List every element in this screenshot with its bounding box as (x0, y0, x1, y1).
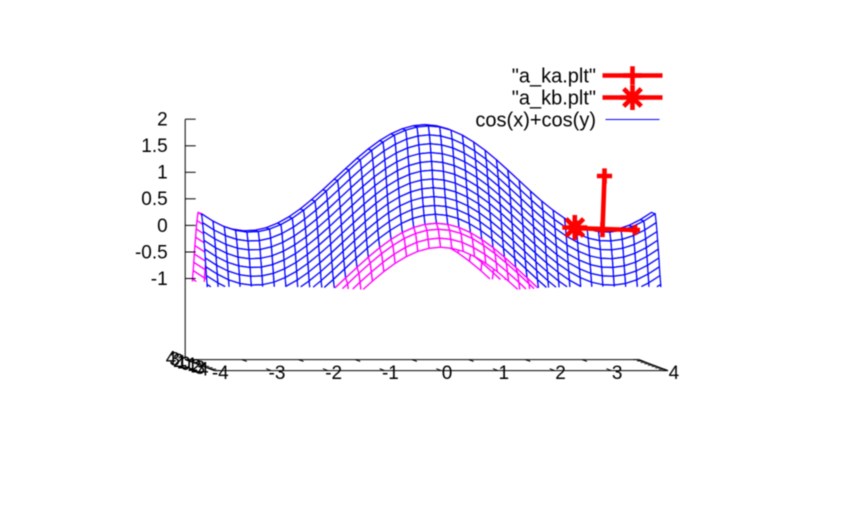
svg-text:3: 3 (612, 363, 623, 384)
svg-text:0: 0 (442, 363, 453, 384)
svg-text:1: 1 (177, 353, 188, 374)
svg-text:0: 0 (180, 354, 191, 375)
svg-text:1: 1 (157, 163, 168, 184)
svg-text:0.5: 0.5 (141, 189, 167, 210)
svg-text:2: 2 (173, 351, 184, 372)
svg-text:-4: -4 (212, 363, 229, 384)
svg-text:-3: -3 (269, 363, 286, 384)
svg-text:3: 3 (169, 350, 180, 371)
svg-text:-2: -2 (325, 363, 342, 384)
svg-text:"a_ka.plt": "a_ka.plt" (512, 66, 596, 88)
svg-text:-1: -1 (181, 355, 198, 376)
svg-text:-3: -3 (188, 358, 205, 379)
svg-text:2: 2 (157, 110, 168, 131)
svg-text:-1: -1 (151, 269, 168, 290)
svg-text:-0.5: -0.5 (135, 242, 168, 263)
svg-text:1.5: 1.5 (141, 136, 167, 157)
svg-text:0: 0 (157, 216, 168, 237)
svg-text:4: 4 (669, 363, 680, 384)
svg-text:2: 2 (555, 363, 566, 384)
svg-text:-1: -1 (382, 363, 399, 384)
svg-text:-2: -2 (184, 357, 201, 378)
svg-text:"a_kb.plt": "a_kb.plt" (512, 88, 596, 110)
svg-text:1: 1 (499, 363, 510, 384)
svg-text:cos(x)+cos(y): cos(x)+cos(y) (475, 110, 596, 132)
svg-text:-4: -4 (192, 359, 209, 380)
svg-text:4: 4 (166, 348, 177, 369)
